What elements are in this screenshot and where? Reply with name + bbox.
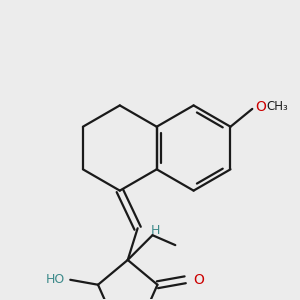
Text: H: H — [151, 224, 160, 237]
Text: O: O — [255, 100, 266, 114]
Text: O: O — [193, 273, 204, 287]
Text: HO: HO — [46, 273, 65, 286]
Text: CH₃: CH₃ — [266, 100, 288, 113]
